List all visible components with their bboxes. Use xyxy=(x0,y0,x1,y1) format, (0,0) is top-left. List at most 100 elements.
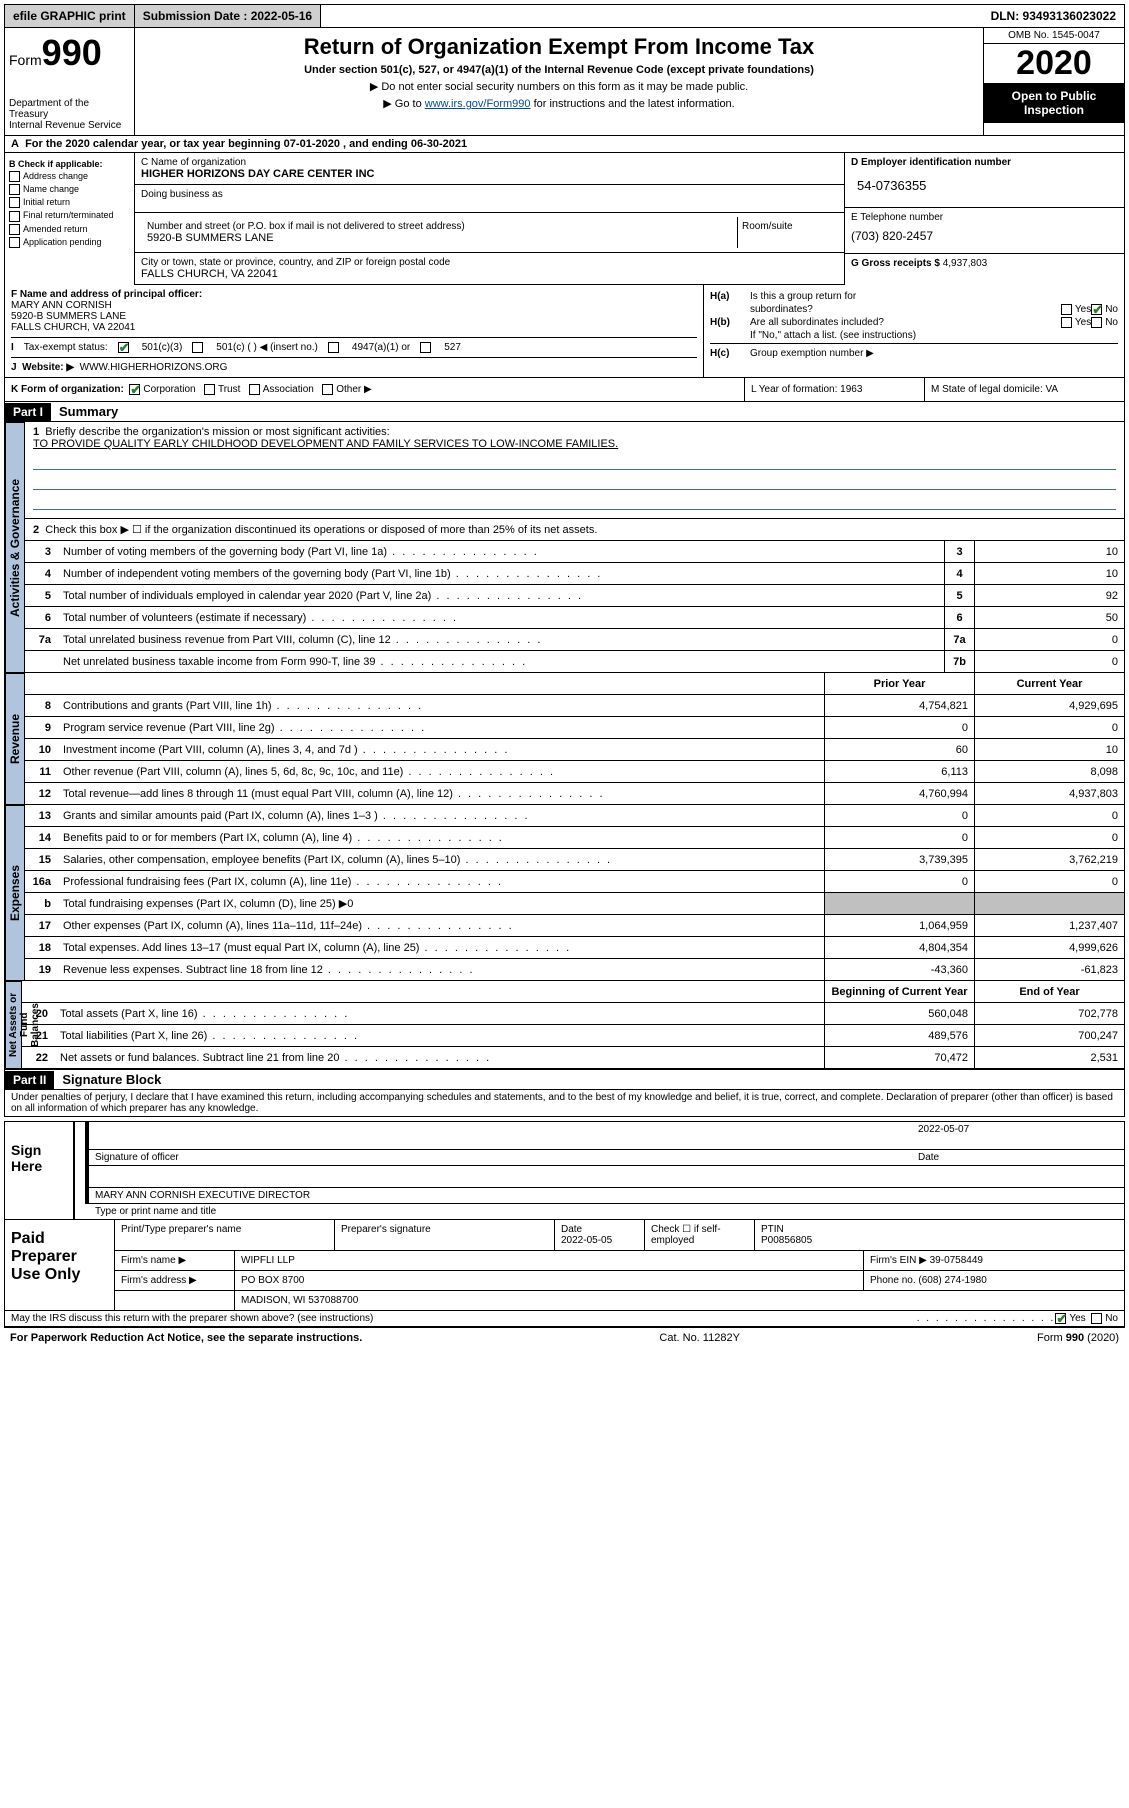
discuss-no[interactable] xyxy=(1091,1313,1102,1324)
form-title: Return of Organization Exempt From Incom… xyxy=(141,34,977,60)
sign-right: 2022-05-07 Signature of officer Date MAR… xyxy=(75,1122,1124,1219)
line-17: 17Other expenses (Part IX, column (A), l… xyxy=(25,915,1124,937)
cb-527[interactable] xyxy=(420,342,431,353)
sig-name-label: Type or print name and title xyxy=(89,1204,1124,1219)
name-label: C Name of organization xyxy=(141,157,838,168)
line-8: 8Contributions and grants (Part VIII, li… xyxy=(25,695,1124,717)
ha-yes[interactable] xyxy=(1061,304,1072,315)
prep-title: Paid Preparer Use Only xyxy=(5,1220,115,1310)
header-left: Form990 Department of the Treasury Inter… xyxy=(5,28,135,135)
prep-right: Print/Type preparer's name Preparer's si… xyxy=(115,1220,1124,1310)
cb-address-change[interactable]: Address change xyxy=(9,171,130,182)
line-3: 3Number of voting members of the governi… xyxy=(25,541,1124,563)
k-left: K Form of organization: Corporation Trus… xyxy=(5,378,744,401)
cb-amended[interactable]: Amended return xyxy=(9,224,130,235)
gov-content: 1 Briefly describe the organization's mi… xyxy=(25,422,1124,673)
form-note1: ▶ Do not enter social security numbers o… xyxy=(141,80,977,93)
prep-h3: Date xyxy=(561,1224,582,1235)
row-k: K Form of organization: Corporation Trus… xyxy=(4,378,1125,402)
form990-link[interactable]: www.irs.gov/Form990 xyxy=(425,98,531,110)
form-word: Form xyxy=(9,52,42,68)
line-4: 4Number of independent voting members of… xyxy=(25,563,1124,585)
ha-label2: subordinates? xyxy=(750,304,1061,315)
f-addr2: FALLS CHURCH, VA 22041 xyxy=(11,322,697,333)
rev-table: Revenue Prior Year Current Year 8Contrib… xyxy=(4,673,1125,805)
line-18: 18Total expenses. Add lines 13–17 (must … xyxy=(25,937,1124,959)
cb-assoc[interactable] xyxy=(249,384,260,395)
col-b: B Check if applicable: Address change Na… xyxy=(5,153,135,285)
firm-ein: 39-0758449 xyxy=(930,1255,983,1266)
l1-label: Briefly describe the organization's miss… xyxy=(45,426,389,438)
dba-label: Doing business as xyxy=(141,189,838,200)
prep-h4: Check ☐ if self-employed xyxy=(645,1220,755,1250)
gross-val: 4,937,803 xyxy=(943,258,988,269)
prep-row1: Print/Type preparer's name Preparer's si… xyxy=(115,1220,1124,1251)
line-5: 5Total number of individuals employed in… xyxy=(25,585,1124,607)
row-a-text: For the 2020 calendar year, or tax year … xyxy=(25,138,467,150)
f-label: F Name and address of principal officer: xyxy=(11,289,697,300)
org-name: HIGHER HORIZONS DAY CARE CENTER INC xyxy=(141,168,838,180)
line-21: 21Total liabilities (Part X, line 26)489… xyxy=(22,1025,1124,1047)
header-right: OMB No. 1545-0047 2020 Open to Public In… xyxy=(984,28,1124,135)
firm-addr1: PO BOX 8700 xyxy=(235,1271,864,1290)
firm-phone: (608) 274-1980 xyxy=(918,1275,986,1286)
cb-501c[interactable] xyxy=(192,342,203,353)
col-f: F Name and address of principal officer:… xyxy=(5,285,704,377)
ha-no[interactable] xyxy=(1091,304,1102,315)
discuss-yes[interactable] xyxy=(1055,1313,1066,1324)
hdr-curr: Current Year xyxy=(974,673,1124,694)
row-i: ITax-exempt status: 501(c)(3) 501(c) ( )… xyxy=(11,337,697,353)
line-20: 20Total assets (Part X, line 16)560,0487… xyxy=(22,1003,1124,1025)
dba-box: Doing business as xyxy=(135,185,844,213)
rev-hdr: Prior Year Current Year xyxy=(25,673,1124,695)
cb-name-change[interactable]: Name change xyxy=(9,184,130,195)
hc-label: Group exemption number ▶ xyxy=(750,348,874,359)
sign-here: Sign Here 2022-05-07 Signature of office… xyxy=(4,1121,1125,1220)
sign-here-label: Sign Here xyxy=(5,1122,75,1219)
cb-corp[interactable] xyxy=(129,384,140,395)
tab-exp: Expenses xyxy=(5,805,25,981)
hb-label: Are all subordinates included? xyxy=(750,317,1061,328)
cb-4947[interactable] xyxy=(328,342,339,353)
sign-date: 2022-05-07 xyxy=(918,1124,1118,1147)
cb-other[interactable] xyxy=(322,384,333,395)
cb-initial-return[interactable]: Initial return xyxy=(9,197,130,208)
i-label: Tax-exempt status: xyxy=(24,342,108,353)
hb-no[interactable] xyxy=(1091,317,1102,328)
prep-row3: Firm's address ▶ PO BOX 8700 Phone no. (… xyxy=(115,1271,1124,1291)
prep-row4: MADISON, WI 537088700 xyxy=(115,1291,1124,1310)
cb-trust[interactable] xyxy=(204,384,215,395)
line-16a: 16aProfessional fundraising fees (Part I… xyxy=(25,871,1124,893)
hdr-end: End of Year xyxy=(974,981,1124,1002)
firm-name: WIPFLI LLP xyxy=(235,1251,864,1270)
col-c: C Name of organization HIGHER HORIZONS D… xyxy=(135,153,844,285)
cb-final-return[interactable]: Final return/terminated xyxy=(9,210,130,221)
f-name: MARY ANN CORNISH xyxy=(11,300,697,311)
net-table: Net Assets or Fund Balances Beginning of… xyxy=(4,981,1125,1070)
line-9: 9Program service revenue (Part VIII, lin… xyxy=(25,717,1124,739)
hb-yes[interactable] xyxy=(1061,317,1072,328)
open-inspection: Open to Public Inspection xyxy=(984,83,1124,123)
org-name-box: C Name of organization HIGHER HORIZONS D… xyxy=(135,153,844,185)
dept-label: Department of the Treasury xyxy=(9,98,130,120)
note2-post: for instructions and the latest informat… xyxy=(531,98,735,110)
efile-label: efile GRAPHIC print xyxy=(5,5,135,27)
city-val: FALLS CHURCH, VA 22041 xyxy=(141,268,838,280)
f-addr1: 5920-B SUMMERS LANE xyxy=(11,311,697,322)
omb-number: OMB No. 1545-0047 xyxy=(984,28,1124,44)
gross-box: G Gross receipts $ 4,937,803 xyxy=(845,254,1124,273)
city-box: City or town, state or province, country… xyxy=(135,253,844,285)
j-val: WWW.HIGHERHORIZONS.ORG xyxy=(80,362,228,373)
part2-bar: Part II Signature Block xyxy=(4,1070,1125,1090)
footer-r: Form 990 (2020) xyxy=(1037,1332,1119,1344)
phone-label: E Telephone number xyxy=(851,212,1118,223)
cb-501c3[interactable] xyxy=(118,342,129,353)
form-container: efile GRAPHIC print Submission Date : 20… xyxy=(0,0,1129,1352)
room-label: Room/suite xyxy=(738,217,838,248)
prep-h1: Print/Type preparer's name xyxy=(115,1220,335,1250)
line-11: 11Other revenue (Part VIII, column (A), … xyxy=(25,761,1124,783)
k-label: K Form of organization: xyxy=(11,384,124,395)
cb-application[interactable]: Application pending xyxy=(9,237,130,248)
net-content: Beginning of Current Year End of Year 20… xyxy=(22,981,1124,1069)
gross-label: G Gross receipts $ xyxy=(851,258,943,269)
